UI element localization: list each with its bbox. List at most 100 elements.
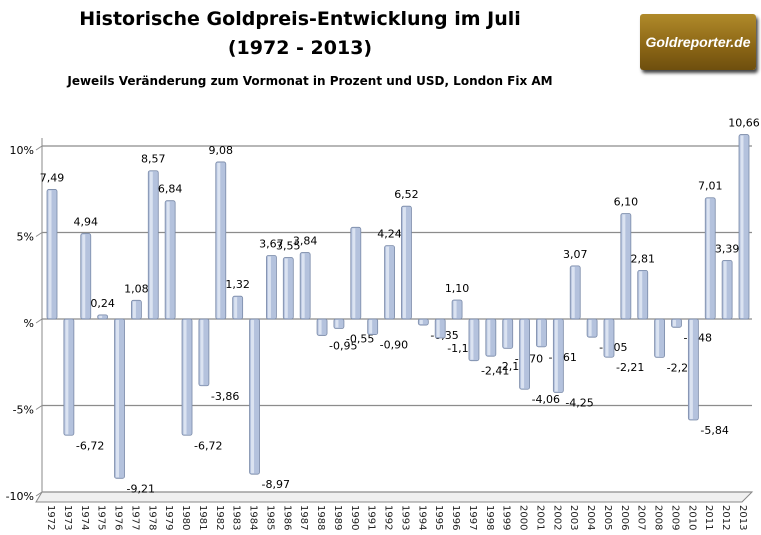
data-label: 3,55 [276,240,301,253]
bar-highlight [537,320,541,346]
bar-highlight [554,320,558,392]
x-tick-label: 1974 [79,505,90,530]
x-tick-label: 2005 [602,505,613,530]
x-tick-label: 1982 [214,505,225,530]
bar-highlight [571,266,575,318]
data-label: 1,32 [225,278,250,291]
bar-highlight [369,320,373,334]
x-tick-label: 2010 [686,505,697,530]
data-label: 7,49 [40,171,65,184]
bar-highlight [82,234,86,318]
bar-highlight [453,300,457,318]
bar-highlight [639,271,643,318]
y-tick-label: 10% [10,144,34,157]
x-tick-label: 1979 [163,505,174,530]
data-label: -0,95 [329,339,357,352]
x-tick-label: 1976 [113,505,124,530]
bar-highlight [504,320,508,348]
x-tick-label: 1999 [501,505,512,530]
x-tick-label: 2002 [551,505,562,530]
bar-highlight [267,256,271,318]
bar-highlight [656,320,660,357]
data-label: 3,67 [259,238,284,251]
data-label: -6,72 [76,439,104,452]
x-tick-label: 1985 [264,505,275,530]
data-label: 3,07 [563,248,588,261]
x-tick-label: 1993 [399,505,410,530]
data-label: -3,86 [211,390,239,403]
x-tick-label: 1990 [349,505,360,530]
data-label: -2,41 [481,365,509,378]
y-tick-label: -5% [13,404,34,417]
bar-highlight [588,320,592,337]
data-label: 10,66 [728,117,760,130]
x-tick-label: 1978 [146,505,157,530]
data-label: -5,84 [700,424,728,437]
bar-highlight [166,201,170,318]
bar-highlight [132,301,136,318]
x-tick-label: 1983 [231,505,242,530]
data-label: 0,24 [90,297,115,310]
x-tick-label: 2007 [636,505,647,530]
data-label: -1,10 [447,342,475,355]
x-tick-label: 2011 [703,505,714,530]
y-tick-label: % [24,317,34,330]
gridline-perspective [35,491,43,497]
data-label: 6,10 [614,195,639,208]
x-tick-label: 1986 [281,505,292,530]
bar-highlight [386,246,390,318]
x-tick-label: 2001 [534,505,545,530]
bar-highlight [48,190,52,318]
bar-highlight [65,320,69,435]
x-tick-label: 1981 [197,505,208,530]
bar-highlight [284,258,288,318]
data-label: -0,55 [346,333,374,346]
bar-highlight [116,320,120,478]
x-tick-label: 1980 [180,505,191,530]
chart-subtitle: Jeweils Veränderung zum Vormonat in Proz… [67,74,553,88]
x-tick-label: 1992 [383,505,394,530]
data-label: -4,06 [532,393,560,406]
data-label: 7,01 [698,180,723,193]
data-label: -6,72 [194,439,222,452]
x-tick-label: 1977 [129,505,140,530]
x-tick-label: 2009 [669,505,680,530]
gridline-perspective [35,232,43,237]
x-tick-label: 1984 [248,505,259,530]
bar-highlight [689,320,693,420]
x-tick-label: 2013 [737,505,748,530]
bar-highlight [706,198,710,318]
data-label: 1,08 [124,282,149,295]
data-label: -2,15 [498,360,526,373]
bar-highlight [487,320,491,356]
bar-highlight [419,320,423,325]
chart-title-years: (1972 - 2013) [227,37,373,59]
data-label: 4,94 [74,216,99,229]
data-label: 8,57 [141,153,166,166]
bar-highlight [335,320,339,328]
gridline-perspective [35,405,43,410]
x-tick-label: 1994 [416,505,427,530]
bar-highlight [622,214,626,318]
bar-highlight [436,320,440,338]
x-tick-label: 1995 [433,505,444,530]
gridline-perspective [35,318,43,324]
y-tick-label: -10% [6,490,34,503]
bar-highlight [352,228,356,318]
data-label: 9,08 [209,144,234,157]
bar-highlight [470,320,474,360]
bar-highlight [149,171,153,318]
x-tick-label: 1972 [45,505,56,530]
bar-highlight [234,297,238,318]
y-tick-label: 5% [17,231,34,244]
data-label: 3,39 [715,242,740,255]
x-tick-label: 2000 [518,505,529,530]
x-tick-label: 2006 [619,505,630,530]
bar-highlight [723,261,727,318]
data-label: -2,21 [616,361,644,374]
data-label: 1,10 [445,282,470,295]
bar-highlight [200,320,204,385]
bar-highlight [251,320,255,474]
x-tick-label: 1973 [62,505,73,530]
bar-highlight [402,207,406,318]
